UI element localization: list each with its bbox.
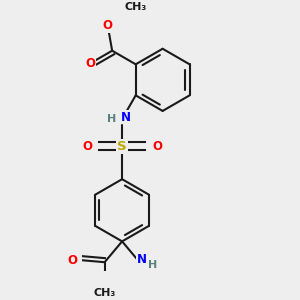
Text: O: O: [85, 57, 95, 70]
Text: N: N: [121, 110, 131, 124]
Text: H: H: [148, 260, 157, 270]
Text: H: H: [107, 114, 116, 124]
Text: S: S: [117, 140, 127, 153]
Text: CH₃: CH₃: [94, 288, 116, 298]
Text: O: O: [152, 140, 162, 153]
Text: O: O: [68, 254, 77, 267]
Text: O: O: [82, 140, 92, 153]
Text: CH₃: CH₃: [124, 2, 146, 12]
Text: N: N: [136, 253, 146, 266]
Text: O: O: [103, 19, 113, 32]
